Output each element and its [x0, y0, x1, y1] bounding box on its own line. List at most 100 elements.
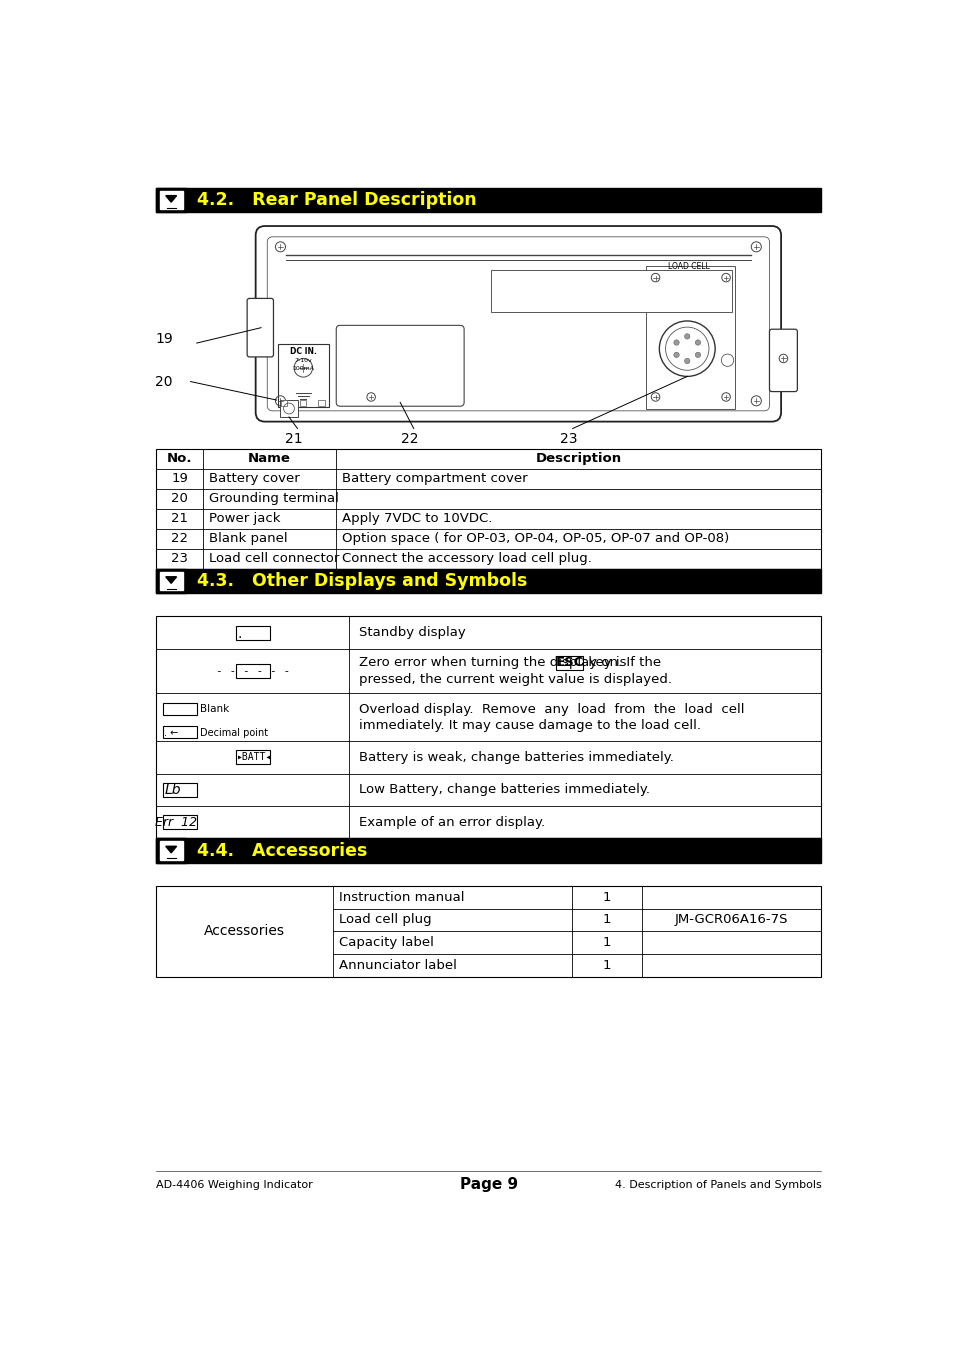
Bar	[156, 449, 821, 569]
Bar	[491, 270, 731, 312]
Bar	[278, 345, 328, 407]
Text: Load cell plug: Load cell plug	[338, 913, 431, 927]
Circle shape	[695, 353, 700, 358]
Text: 19: 19	[172, 471, 188, 485]
Text: ▸BATT◂: ▸BATT◂	[237, 753, 273, 762]
Text: AD-4406 Weighing Indicator: AD-4406 Weighing Indicator	[156, 1179, 313, 1190]
Bar	[235, 750, 270, 765]
Bar	[556, 655, 582, 670]
Circle shape	[673, 340, 679, 346]
Text: 4.4.   Accessories: 4.4. Accessories	[196, 842, 367, 859]
Text: 1: 1	[602, 959, 611, 971]
Text: 23: 23	[559, 432, 577, 446]
Text: Blank panel: Blank panel	[209, 532, 288, 546]
Polygon shape	[166, 196, 176, 203]
Bar	[162, 782, 196, 797]
Bar	[162, 727, 196, 738]
Text: Apply 7VDC to 10VDC.: Apply 7VDC to 10VDC.	[342, 512, 492, 526]
Text: Capacity label: Capacity label	[338, 936, 434, 950]
FancyBboxPatch shape	[247, 299, 274, 357]
Text: Power jack: Power jack	[209, 512, 280, 526]
Text: 4.3.   Other Displays and Symbols: 4.3. Other Displays and Symbols	[196, 571, 527, 590]
Text: JM-GCR06A16-7S: JM-GCR06A16-7S	[674, 913, 787, 927]
Text: Name: Name	[248, 453, 291, 465]
FancyBboxPatch shape	[769, 330, 797, 392]
Text: .: .	[237, 627, 241, 640]
Text: 1: 1	[602, 913, 611, 927]
Bar	[159, 842, 183, 859]
Text: 19: 19	[155, 332, 172, 346]
Text: Battery is weak, change batteries immediately.: Battery is weak, change batteries immedi…	[358, 751, 673, 763]
Text: 1: 1	[602, 890, 611, 904]
Text: - - - - - -: - - - - - -	[215, 666, 290, 676]
Text: Load cell connector: Load cell connector	[209, 553, 339, 565]
Text: Low Battery, change batteries immediately.: Low Battery, change batteries immediatel…	[358, 784, 649, 796]
Text: Standby display: Standby display	[358, 626, 465, 639]
Bar	[281, 400, 287, 407]
Text: LOAD CELL: LOAD CELL	[667, 262, 709, 270]
Text: Grounding terminal: Grounding terminal	[209, 492, 338, 505]
Bar	[156, 838, 821, 863]
Text: immediately. It may cause damage to the load cell.: immediately. It may cause damage to the …	[358, 719, 700, 732]
Bar	[156, 838, 186, 863]
Bar	[159, 571, 183, 590]
Bar	[299, 400, 306, 407]
Text: Battery compartment cover: Battery compartment cover	[342, 471, 527, 485]
Bar	[645, 266, 735, 408]
Text: 22: 22	[400, 432, 418, 446]
Text: . ←: . ←	[164, 728, 178, 738]
Text: Blank: Blank	[199, 704, 229, 715]
Bar	[156, 616, 821, 838]
Circle shape	[684, 358, 689, 363]
Bar	[156, 569, 821, 593]
Bar	[156, 886, 821, 977]
Text: Example of an error display.: Example of an error display.	[358, 816, 544, 828]
Text: Zero error when turning the display on. If the: Zero error when turning the display on. …	[358, 657, 664, 669]
Bar	[156, 569, 186, 593]
Text: Lb: Lb	[165, 782, 181, 797]
Text: 22: 22	[171, 532, 188, 546]
FancyBboxPatch shape	[267, 236, 769, 411]
Bar	[156, 188, 186, 212]
Bar	[280, 400, 297, 417]
Text: 20: 20	[155, 374, 172, 389]
Text: 21: 21	[285, 432, 302, 446]
Text: ESC: ESC	[555, 657, 583, 669]
Text: 21: 21	[171, 512, 188, 526]
Text: Connect the accessory load cell plug.: Connect the accessory load cell plug.	[342, 553, 592, 565]
Text: DC IN.: DC IN.	[290, 347, 316, 357]
Circle shape	[695, 340, 700, 346]
Text: 1: 1	[602, 936, 611, 950]
Polygon shape	[166, 577, 176, 584]
Text: 23: 23	[171, 553, 188, 565]
Text: 4.2.   Rear Panel Description: 4.2. Rear Panel Description	[196, 190, 476, 209]
Text: Page 9: Page 9	[459, 1177, 517, 1192]
Text: Battery cover: Battery cover	[209, 471, 299, 485]
Text: Overload display.  Remove  any  load  from  the  load  cell: Overload display. Remove any load from t…	[358, 703, 743, 716]
Text: Annunciator label: Annunciator label	[338, 959, 456, 971]
Bar	[235, 665, 270, 678]
Text: Accessories: Accessories	[204, 924, 285, 939]
Bar	[162, 704, 196, 715]
Polygon shape	[166, 846, 176, 852]
Text: 20: 20	[172, 492, 188, 505]
Text: No.: No.	[167, 453, 193, 465]
Text: key is: key is	[583, 657, 626, 669]
Text: Description: Description	[535, 453, 621, 465]
Text: Decimal point: Decimal point	[199, 728, 268, 738]
Text: 4. Description of Panels and Symbols: 4. Description of Panels and Symbols	[614, 1179, 821, 1190]
Text: pressed, the current weight value is displayed.: pressed, the current weight value is dis…	[358, 673, 671, 686]
Text: 100mA: 100mA	[292, 366, 314, 372]
FancyBboxPatch shape	[255, 226, 781, 422]
Circle shape	[673, 353, 679, 358]
Circle shape	[684, 334, 689, 339]
Bar	[156, 188, 821, 212]
Bar	[318, 400, 324, 407]
Bar	[162, 815, 196, 830]
Bar	[159, 190, 183, 209]
Bar	[235, 626, 270, 639]
Text: 7-10v: 7-10v	[294, 358, 312, 363]
Text: Err  12: Err 12	[155, 816, 197, 828]
Text: Option space ( for OP-03, OP-04, OP-05, OP-07 and OP-08): Option space ( for OP-03, OP-04, OP-05, …	[342, 532, 729, 546]
FancyBboxPatch shape	[335, 326, 464, 407]
